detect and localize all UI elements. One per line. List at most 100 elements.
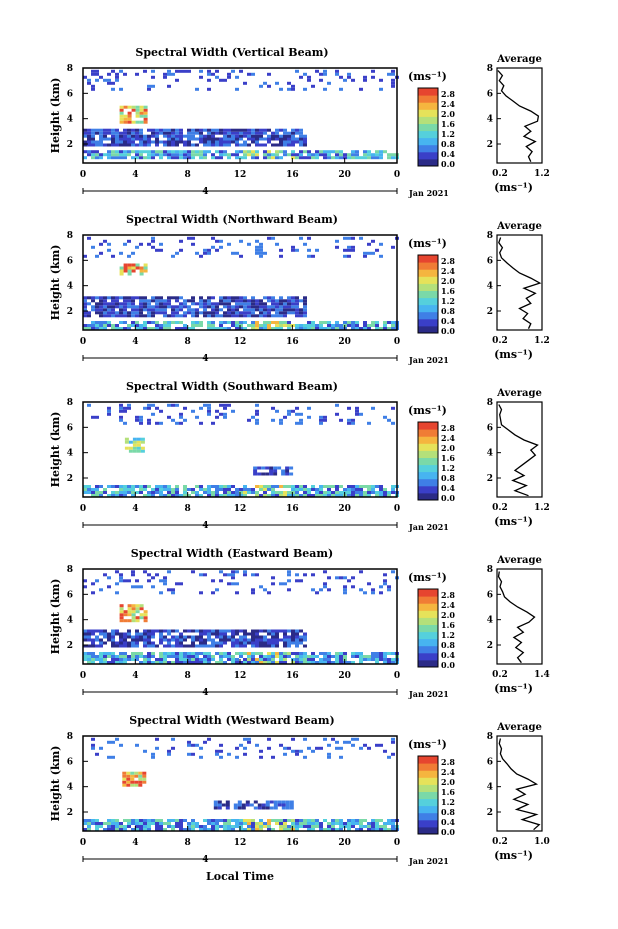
heatmap-cell xyxy=(103,641,107,645)
heatmap-cell xyxy=(167,415,171,419)
heatmap-cell xyxy=(291,84,295,88)
heatmap-cell xyxy=(275,635,279,639)
heatmap-cell xyxy=(331,737,335,741)
heatmap-cell xyxy=(311,828,315,831)
heatmap-cell xyxy=(119,272,124,276)
heatmap-cell xyxy=(295,573,299,577)
heatmap-cell xyxy=(143,638,147,642)
heatmap-cell xyxy=(83,156,87,160)
heatmap-cell xyxy=(263,491,267,494)
heatmap-cell xyxy=(223,128,227,132)
heatmap-cell xyxy=(139,272,144,276)
heatmap-cell xyxy=(343,78,347,82)
heatmap-cell xyxy=(103,632,107,636)
heatmap-cell xyxy=(159,308,163,312)
heatmap-cell xyxy=(241,803,246,807)
heatmap-cell xyxy=(171,488,175,491)
colorbar-swatch xyxy=(418,464,438,473)
heatmap-cell xyxy=(235,134,239,138)
heatmap-cell xyxy=(123,619,128,623)
heatmap-cell xyxy=(103,629,107,633)
heatmap-cell xyxy=(223,296,227,300)
heatmap-cell xyxy=(111,296,115,300)
heatmap-cell xyxy=(367,582,371,586)
heatmap-cell xyxy=(159,305,163,309)
heatmap-cell xyxy=(115,591,119,595)
heatmap-cell xyxy=(211,644,215,648)
heatmap-cell xyxy=(131,822,135,825)
heatmap-cell xyxy=(283,635,287,639)
heatmap-cell xyxy=(263,485,267,488)
heatmap-cell xyxy=(167,314,171,318)
heatmap-cell xyxy=(191,143,195,147)
heatmap-cell xyxy=(163,635,167,639)
heatmap-cell xyxy=(147,421,151,425)
heatmap-cell xyxy=(127,491,131,494)
heatmap-cell xyxy=(119,825,123,828)
heatmap-cell xyxy=(231,311,235,315)
heatmap-cell xyxy=(138,774,143,778)
colorbar-unit: (ms⁻¹) xyxy=(408,404,447,417)
avg-y-tick-label: 4 xyxy=(487,783,493,793)
heatmap-cell xyxy=(255,822,259,825)
heatmap-cell xyxy=(323,72,327,76)
heatmap-cell xyxy=(199,632,203,636)
heatmap-cell xyxy=(347,819,351,822)
heatmap-cell xyxy=(307,825,311,828)
heatmap-cell xyxy=(151,635,155,639)
heatmap-cell xyxy=(263,137,267,141)
heatmap-cell xyxy=(143,143,147,147)
heatmap-cell xyxy=(243,746,247,750)
heatmap-cell xyxy=(299,485,303,488)
heatmap-cell xyxy=(159,128,163,132)
heatmap-cell xyxy=(130,777,135,781)
heatmap-cell xyxy=(299,299,303,303)
heatmap-cell xyxy=(251,156,255,160)
heatmap-cell xyxy=(391,491,395,494)
heatmap-cell xyxy=(287,327,291,330)
heatmap-cell xyxy=(311,156,315,160)
heatmap-cell xyxy=(215,308,219,312)
heatmap-cell xyxy=(263,296,267,300)
heatmap-cell xyxy=(122,777,127,781)
heatmap-cell xyxy=(207,638,211,642)
heatmap-cell xyxy=(391,84,395,88)
heatmap-cell xyxy=(235,825,239,828)
heatmap-cell xyxy=(267,311,271,315)
heatmap-cell xyxy=(263,825,267,828)
heatmap-cell xyxy=(91,308,95,312)
heatmap-cell xyxy=(247,134,251,138)
heatmap-cell xyxy=(135,635,139,639)
heatmap-cell xyxy=(203,819,207,822)
heatmap-cell xyxy=(267,652,271,655)
heatmap-cell xyxy=(283,150,287,154)
heatmap-cell xyxy=(175,296,179,300)
heatmap-cell xyxy=(279,743,283,747)
heatmap-cell xyxy=(143,302,147,306)
x-tick-label: 0 xyxy=(80,504,86,514)
heatmap-cell xyxy=(207,87,211,91)
heatmap-cell xyxy=(223,153,227,157)
heatmap-cell xyxy=(227,153,231,157)
heatmap-cell xyxy=(163,485,167,488)
heatmap-cell xyxy=(255,153,259,157)
heatmap-cell xyxy=(227,327,231,330)
heatmap-cell xyxy=(323,69,327,73)
heatmap-cell xyxy=(225,803,230,807)
x-tick-label: 0 xyxy=(394,671,400,681)
heatmap-cell xyxy=(315,491,319,494)
heatmap-cell xyxy=(287,324,291,327)
heatmap-cell xyxy=(311,84,315,88)
heatmap-cell xyxy=(379,327,383,330)
heatmap-cell xyxy=(179,421,183,425)
heatmap-cell xyxy=(215,752,219,756)
heatmap-cell xyxy=(95,296,99,300)
heatmap-cell xyxy=(207,652,211,655)
heatmap-cell xyxy=(307,822,311,825)
heatmap-cell xyxy=(203,403,207,407)
x-tick-label: 0 xyxy=(394,504,400,514)
heatmap-cell xyxy=(291,153,295,157)
heatmap-cell xyxy=(147,150,151,154)
heatmap-cell xyxy=(127,134,131,138)
